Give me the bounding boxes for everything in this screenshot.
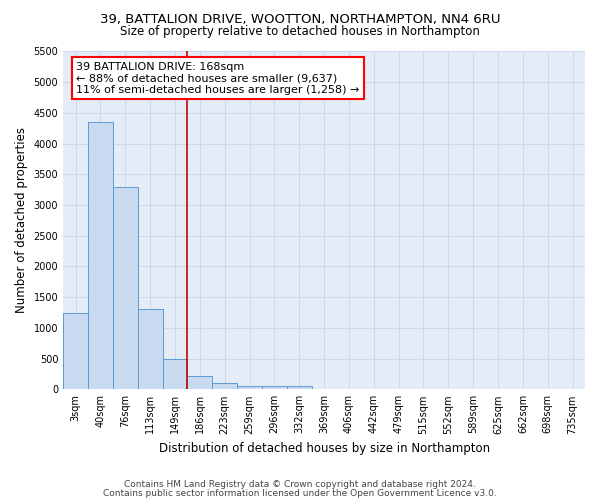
Bar bbox=[113, 186, 138, 390]
Bar bbox=[287, 386, 311, 390]
Bar bbox=[187, 376, 212, 390]
Text: 39, BATTALION DRIVE, WOOTTON, NORTHAMPTON, NN4 6RU: 39, BATTALION DRIVE, WOOTTON, NORTHAMPTO… bbox=[100, 12, 500, 26]
X-axis label: Distribution of detached houses by size in Northampton: Distribution of detached houses by size … bbox=[158, 442, 490, 455]
Bar bbox=[63, 312, 88, 390]
Text: Contains HM Land Registry data © Crown copyright and database right 2024.: Contains HM Land Registry data © Crown c… bbox=[124, 480, 476, 489]
Bar bbox=[212, 383, 237, 390]
Y-axis label: Number of detached properties: Number of detached properties bbox=[15, 128, 28, 314]
Text: 39 BATTALION DRIVE: 168sqm
← 88% of detached houses are smaller (9,637)
11% of s: 39 BATTALION DRIVE: 168sqm ← 88% of deta… bbox=[76, 62, 359, 95]
Bar bbox=[138, 310, 163, 390]
Bar bbox=[262, 386, 287, 390]
Text: Contains public sector information licensed under the Open Government Licence v3: Contains public sector information licen… bbox=[103, 488, 497, 498]
Text: Size of property relative to detached houses in Northampton: Size of property relative to detached ho… bbox=[120, 25, 480, 38]
Bar bbox=[88, 122, 113, 390]
Bar bbox=[163, 358, 187, 390]
Bar bbox=[237, 386, 262, 390]
